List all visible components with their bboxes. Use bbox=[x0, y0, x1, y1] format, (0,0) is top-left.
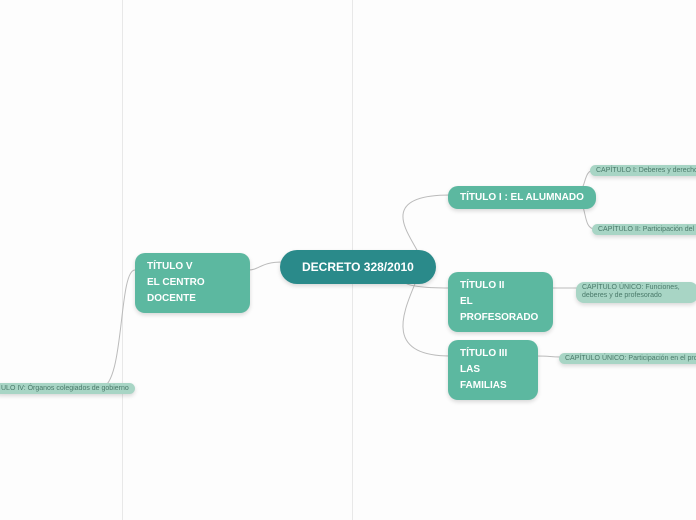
node-titulo3[interactable]: TÍTULO III LAS FAMILIAS bbox=[448, 340, 538, 400]
leaf-label: CAPÍTULO II: Participación del alum bbox=[598, 226, 696, 233]
node-label-line1: TÍTULO III bbox=[460, 346, 526, 362]
leaf-label: CAPÍTULO ÚNICO: Funciones, deberes y de … bbox=[582, 284, 680, 299]
leaf-label: CAPÍTULO I: Deberes y derechos bbox=[596, 167, 696, 174]
node-titulo2[interactable]: TÍTULO II EL PROFESORADO bbox=[448, 272, 553, 332]
leaf-cap4-left[interactable]: ULO IV: Órganos colegiados de gobierno bbox=[0, 383, 135, 394]
central-node[interactable]: DECRETO 328/2010 bbox=[280, 250, 436, 284]
leaf-label: CAPÍTULO ÚNICO: Participación en el proc… bbox=[565, 355, 696, 362]
node-label-line2: EL PROFESORADO bbox=[460, 294, 541, 326]
leaf-cap2[interactable]: CAPÍTULO II: Participación del alum bbox=[592, 224, 696, 235]
node-label-line2: LAS FAMILIAS bbox=[460, 362, 526, 394]
node-label-line1: TÍTULO V bbox=[147, 259, 238, 275]
node-label-line1: TÍTULO II bbox=[460, 278, 541, 294]
leaf-cap1[interactable]: CAPÍTULO I: Deberes y derechos bbox=[590, 165, 696, 176]
leaf-label: ULO IV: Órganos colegiados de gobierno bbox=[1, 385, 129, 392]
node-titulo5[interactable]: TÍTULO V EL CENTRO DOCENTE bbox=[135, 253, 250, 313]
leaf-cap-unico-fam[interactable]: CAPÍTULO ÚNICO: Participación en el proc… bbox=[559, 353, 696, 364]
central-label: DECRETO 328/2010 bbox=[302, 260, 414, 274]
node-label-line2: EL CENTRO DOCENTE bbox=[147, 275, 238, 307]
node-titulo1[interactable]: TÍTULO I : EL ALUMNADO bbox=[448, 186, 596, 209]
mindmap-canvas[interactable]: DECRETO 328/2010 TÍTULO I : EL ALUMNADO … bbox=[0, 0, 696, 520]
leaf-cap-unico-prof[interactable]: CAPÍTULO ÚNICO: Funciones, deberes y de … bbox=[576, 282, 696, 303]
node-label: TÍTULO I : EL ALUMNADO bbox=[460, 192, 584, 203]
